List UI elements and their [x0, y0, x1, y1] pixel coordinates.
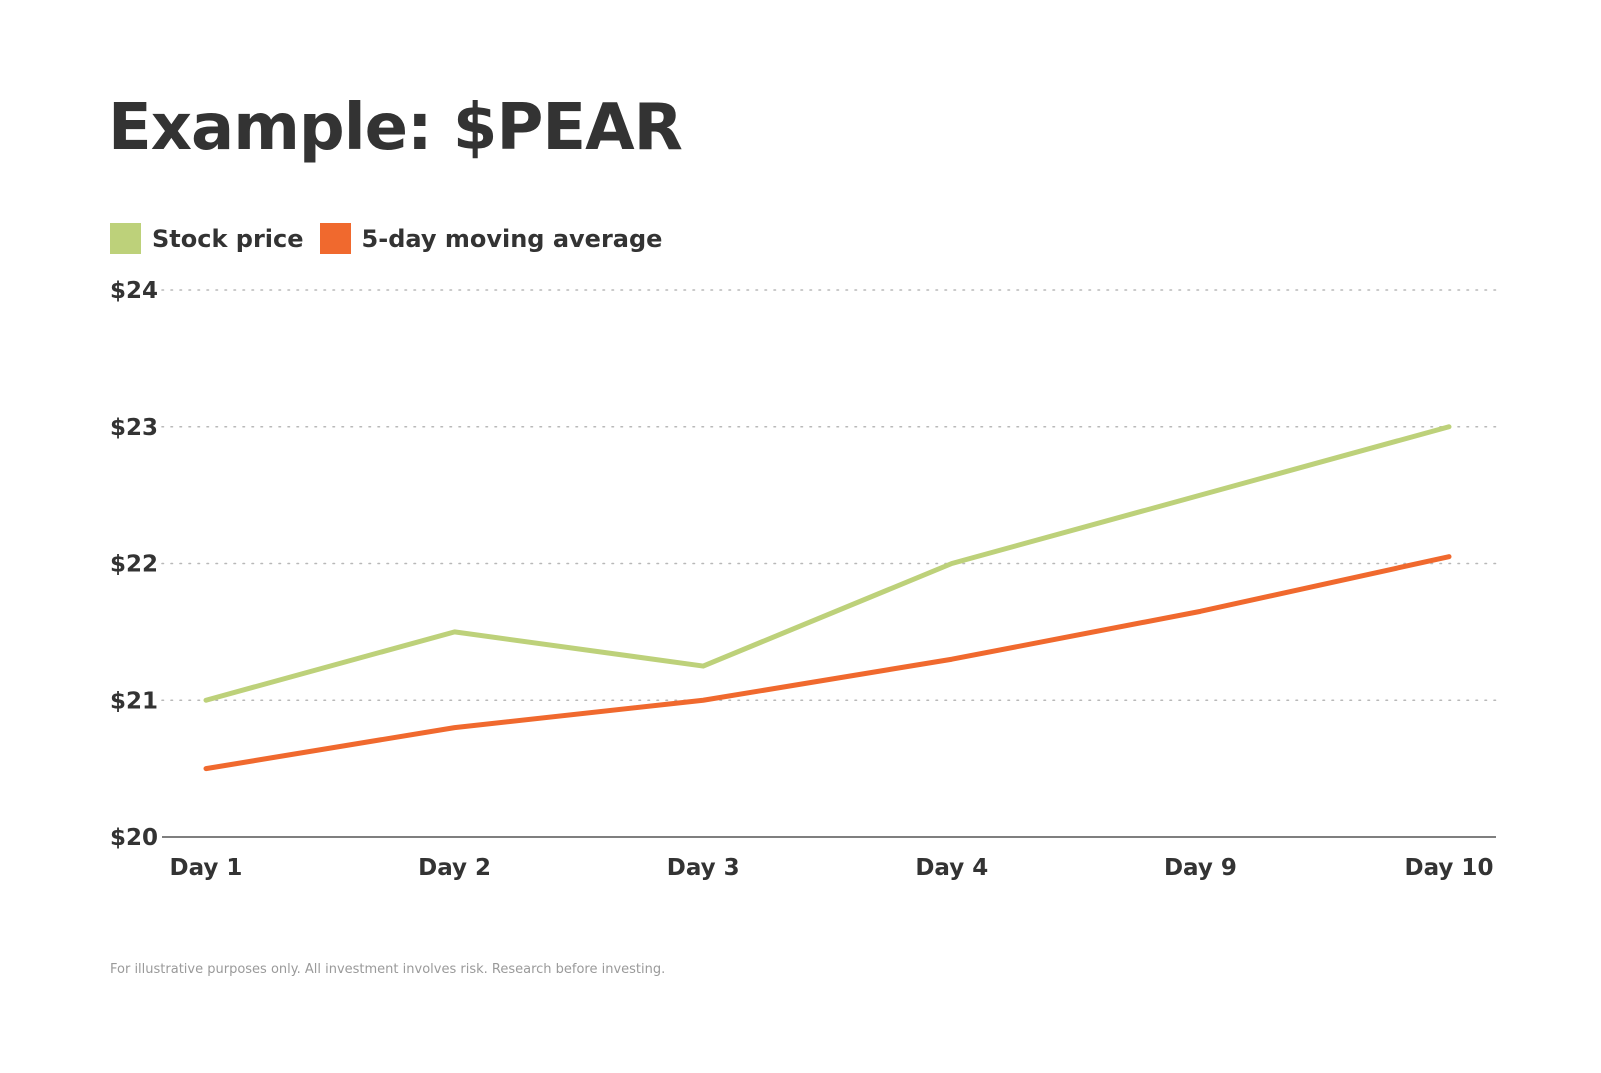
chart-title: Example: $PEAR — [108, 91, 683, 165]
legend-item-stock-price: Stock price — [110, 223, 304, 254]
legend-item-moving-average: 5-day moving average — [319, 223, 663, 254]
x-axis-ticks: Day 1 Day 2 Day 3 Day 4 Day 9 Day 10 — [170, 855, 1494, 881]
y-axis-ticks: $20 $21 $22 $23 $24 — [110, 278, 158, 851]
y-tick-label: $24 — [110, 278, 158, 304]
y-tick-label: $20 — [110, 825, 158, 851]
x-tick-label: Day 2 — [418, 855, 491, 881]
x-tick-label: Day 1 — [170, 855, 243, 881]
x-tick-label: Day 3 — [667, 855, 740, 881]
legend-swatch-stock-price — [110, 223, 141, 254]
legend-label-moving-average: 5-day moving average — [361, 224, 663, 253]
y-tick-label: $22 — [110, 552, 158, 578]
footnote: For illustrative purposes only. All inve… — [110, 962, 666, 977]
chart-legend: Stock price 5-day moving average — [110, 223, 678, 254]
legend-label-stock-price: Stock price — [152, 224, 304, 253]
y-tick-label: $23 — [110, 415, 158, 441]
x-tick-label: Day 10 — [1405, 855, 1494, 881]
series-line-stock-price — [203, 424, 1452, 703]
x-tick-label: Day 4 — [915, 855, 988, 881]
series-lines — [203, 424, 1452, 772]
x-tick-label: Day 9 — [1164, 855, 1237, 881]
grid-lines — [161, 289, 1497, 702]
y-tick-label: $21 — [110, 688, 158, 714]
legend-swatch-moving-average — [319, 223, 351, 254]
series-line-moving-average — [203, 554, 1452, 772]
